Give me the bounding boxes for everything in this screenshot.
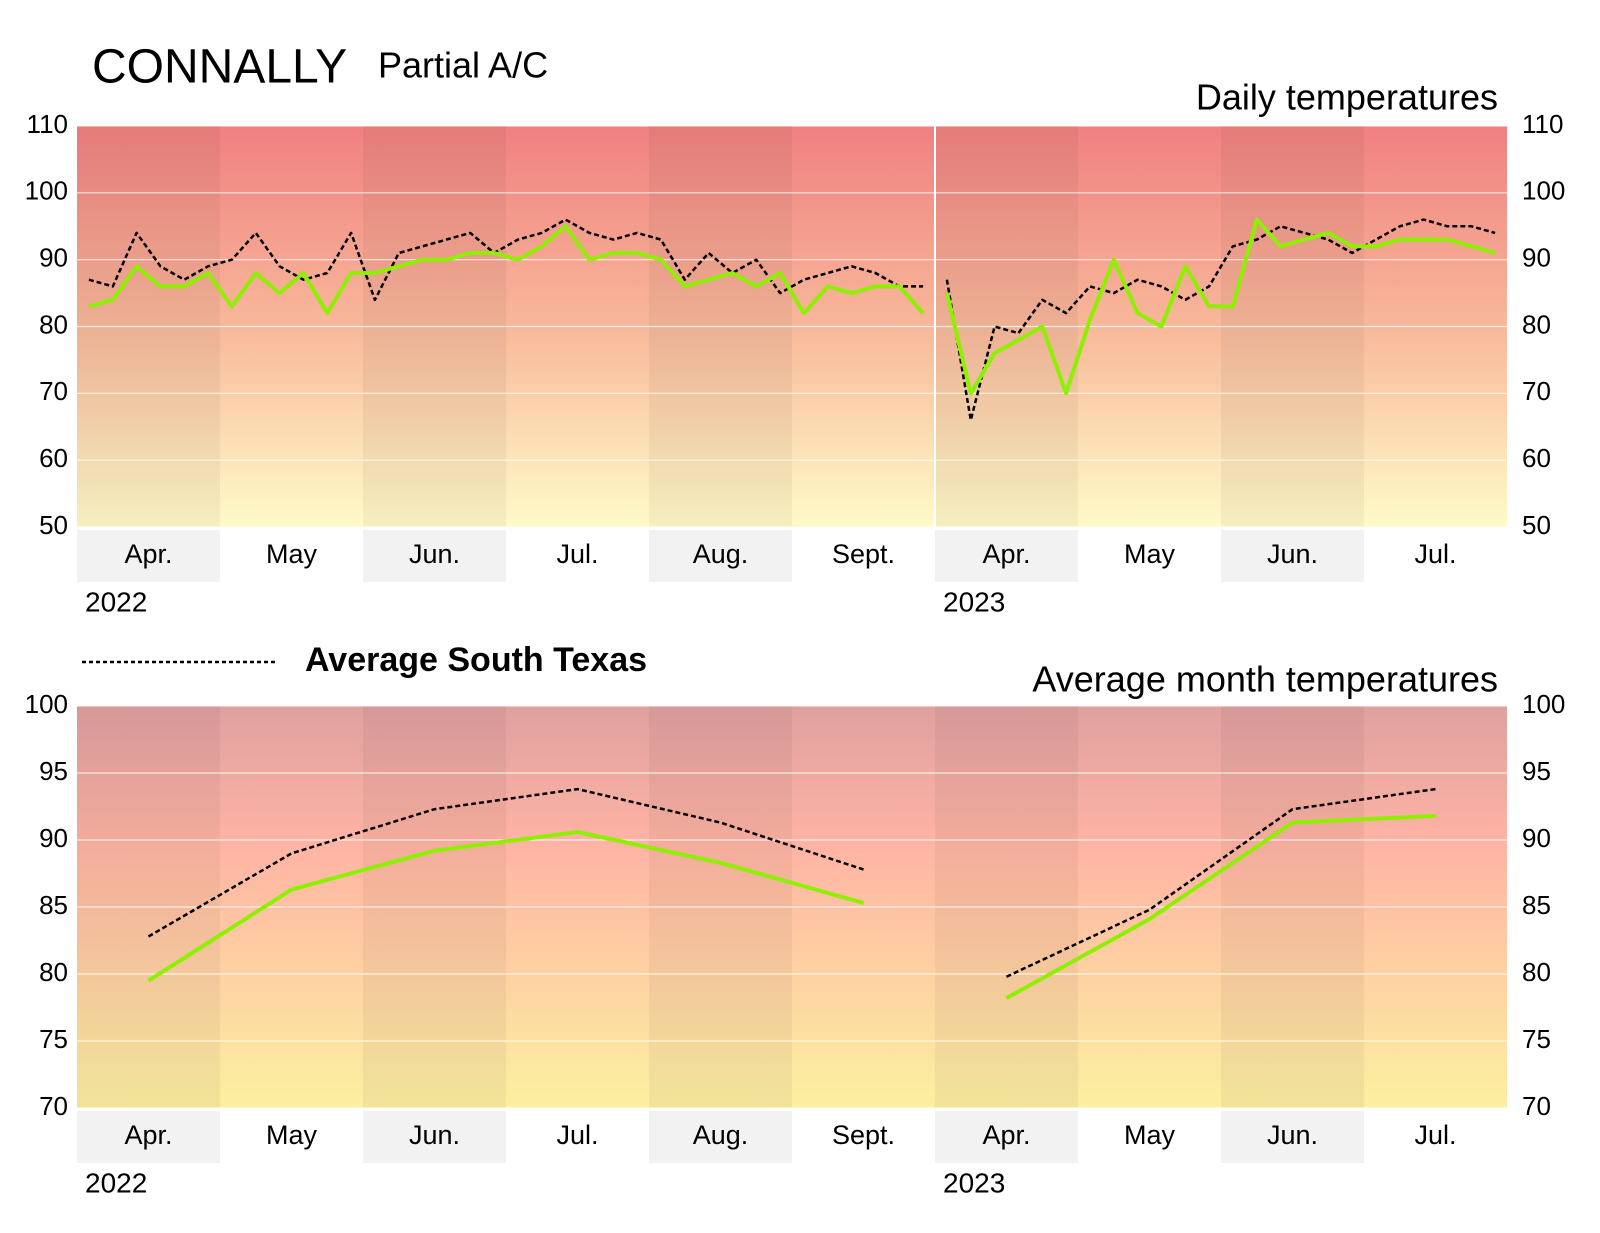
y-tick-label: 90 [39, 823, 68, 853]
month-label-bg [935, 1111, 1078, 1163]
month-label-bg [363, 1111, 506, 1163]
y-tick-label-right: 70 [1522, 1091, 1551, 1121]
x-tick-label: Jun. [1267, 1120, 1318, 1150]
y-tick-label: 60 [39, 443, 68, 473]
y-tick-label-right: 95 [1522, 756, 1551, 786]
y-tick-label-right: 70 [1522, 376, 1551, 406]
year-label: 2022 [85, 1167, 147, 1198]
y-tick-label: 85 [39, 890, 68, 920]
month-label-bg [649, 530, 792, 582]
x-tick-label: Jul. [1414, 1120, 1456, 1150]
chart-title: CONNALLY [92, 41, 347, 94]
x-tick-label: Jul. [556, 1120, 598, 1150]
y-tick-label-right: 75 [1522, 1024, 1551, 1054]
x-tick-label: Jun. [409, 1120, 460, 1150]
month-label-bg [77, 1111, 220, 1163]
line [88, 224, 925, 316]
x-tick-label: May [266, 1120, 318, 1150]
y-tick-label-right: 100 [1522, 176, 1565, 206]
month-label-bg [792, 1111, 935, 1163]
y-tick-label: 75 [39, 1024, 68, 1054]
x-tick-label: Jul. [1414, 539, 1456, 569]
y-tick-label: 80 [39, 309, 68, 339]
y-tick-label-right: 85 [1522, 890, 1551, 920]
x-tick-label: Aug. [693, 539, 749, 569]
y-tick-label-right: 100 [1522, 689, 1565, 719]
month-label-bg [1221, 530, 1364, 582]
legend-label: Average South Texas [305, 641, 647, 679]
y-tick-label-right: 80 [1522, 309, 1551, 339]
line [1005, 813, 1436, 1000]
x-tick-label: Apr. [124, 1120, 172, 1150]
line [147, 830, 865, 983]
y-tick-label: 80 [39, 957, 68, 987]
chart-heading: Average month temperatures [1032, 659, 1498, 700]
line [944, 217, 1496, 396]
y-tick-label: 100 [25, 176, 68, 206]
year-label: 2023 [943, 586, 1005, 617]
x-tick-label: Jul. [556, 539, 598, 569]
y-tick-label: 110 [27, 109, 68, 139]
chart-heading: Daily temperatures [1196, 77, 1498, 118]
y-tick-label: 70 [39, 376, 68, 406]
month-label-bg [506, 530, 649, 582]
chart-subtitle: Partial A/C [378, 45, 548, 86]
x-tick-label: Jun. [1267, 539, 1318, 569]
year-label: 2023 [943, 1167, 1005, 1198]
y-tick-label: 90 [39, 243, 68, 273]
x-tick-label: May [1124, 1120, 1176, 1150]
y-tick-label-right: 80 [1522, 957, 1551, 987]
y-tick-label-right: 60 [1522, 443, 1551, 473]
month-label-bg [649, 1111, 792, 1163]
month-label-bg [1364, 530, 1507, 582]
year-label: 2022 [85, 586, 147, 617]
y-tick-label: 50 [39, 510, 68, 540]
month-label-bg [1221, 1111, 1364, 1163]
x-tick-label: Aug. [693, 1120, 749, 1150]
y-tick-label: 95 [39, 756, 68, 786]
month-label-bg [220, 1111, 363, 1163]
dashed-line [147, 787, 864, 938]
x-tick-label: Sept. [832, 1120, 895, 1150]
x-tick-label: May [266, 539, 318, 569]
dashed-line [1005, 787, 1436, 978]
month-label-bg [1078, 1111, 1221, 1163]
y-tick-label-right: 90 [1522, 243, 1551, 273]
y-tick-label-right: 110 [1522, 109, 1563, 139]
month-label-bg [1078, 530, 1221, 582]
x-tick-label: Apr. [982, 1120, 1030, 1150]
y-tick-label: 70 [39, 1091, 68, 1121]
month-label-bg [792, 530, 935, 582]
month-label-bg [1364, 1111, 1507, 1163]
month-label-bg [506, 1111, 649, 1163]
x-tick-label: Apr. [982, 539, 1030, 569]
y-tick-label: 100 [25, 689, 68, 719]
x-tick-label: Sept. [832, 539, 895, 569]
y-tick-label-right: 50 [1522, 510, 1551, 540]
month-label-bg [77, 530, 220, 582]
month-label-bg [363, 530, 506, 582]
month-label-bg [220, 530, 363, 582]
x-tick-label: Apr. [124, 539, 172, 569]
x-tick-label: May [1124, 539, 1176, 569]
x-tick-label: Jun. [409, 539, 460, 569]
dashed-line [945, 218, 1496, 422]
y-tick-label-right: 90 [1522, 823, 1551, 853]
month-label-bg [935, 530, 1078, 582]
